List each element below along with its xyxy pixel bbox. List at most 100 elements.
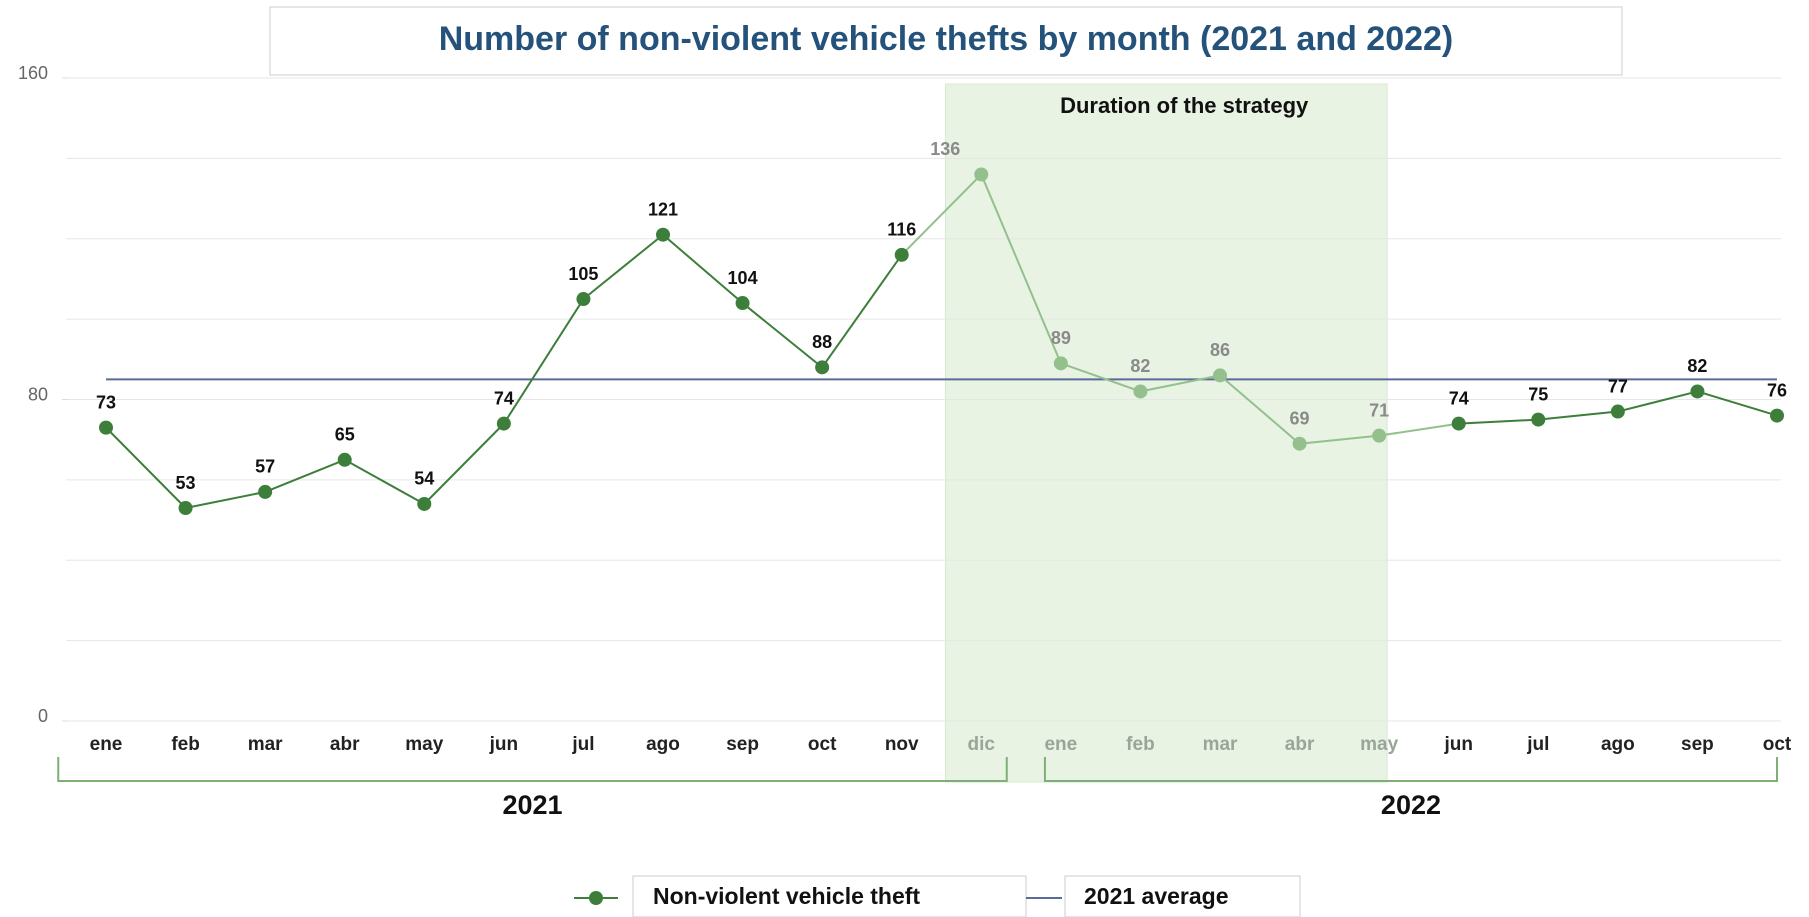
data-label: 73 (96, 392, 116, 412)
data-label: 105 (568, 264, 598, 284)
series-segment (1458, 418, 1539, 425)
data-label: 53 (176, 473, 196, 493)
year-label: 2021 (502, 790, 562, 820)
x-tick-label: feb (171, 734, 200, 755)
series-segment (1617, 390, 1698, 413)
data-point (894, 247, 909, 262)
x-tick-label: jul (571, 734, 594, 755)
y-tick-label: 160 (18, 63, 48, 83)
data-point (735, 296, 750, 311)
data-label: 104 (728, 268, 758, 288)
data-point (656, 227, 670, 242)
data-label: 82 (1130, 356, 1150, 376)
series-segment (1140, 374, 1221, 393)
data-label: 136 (930, 139, 960, 159)
data-label: 88 (812, 332, 832, 352)
series-segment (105, 426, 187, 509)
data-label: 54 (414, 469, 434, 489)
legend-box (632, 875, 1027, 917)
title-box (269, 6, 1623, 76)
data-point (1531, 412, 1546, 427)
x-tick-label: ago (646, 734, 680, 755)
x-tick-label: sep (726, 734, 759, 755)
data-point (1610, 404, 1625, 419)
data-point (417, 496, 432, 511)
x-tick-label: abr (330, 734, 360, 755)
x-tick-label: ene (1044, 734, 1077, 755)
series-segment (1378, 422, 1459, 437)
series-segment (1060, 362, 1141, 393)
x-tick-label: may (1360, 734, 1398, 755)
data-point (1292, 436, 1307, 451)
data-point (1451, 416, 1466, 431)
series-segment (344, 458, 425, 505)
series-segment (1697, 390, 1778, 417)
series-segment (582, 233, 664, 300)
legend-label: 2021 average (1084, 883, 1229, 909)
data-label: 82 (1687, 356, 1707, 376)
series-segment (503, 298, 585, 425)
data-point (1053, 356, 1068, 371)
data-label: 121 (648, 199, 678, 219)
data-label: 76 (1767, 380, 1787, 400)
data-label: 65 (335, 425, 355, 445)
series-segment (741, 302, 823, 369)
series-segment (901, 173, 982, 256)
data-point (337, 452, 352, 467)
data-point (178, 501, 193, 516)
series-segment (1219, 374, 1301, 445)
y-tick-label: 80 (28, 384, 48, 404)
x-tick-label: mar (248, 734, 283, 755)
data-label: 57 (255, 457, 275, 477)
data-label: 74 (1449, 388, 1469, 408)
data-label: 77 (1608, 376, 1628, 396)
data-label: 116 (887, 220, 916, 240)
data-point (1690, 384, 1705, 399)
chart-title: Number of non-violent vehicle thefts by … (439, 20, 1454, 58)
strategy-label: Duration of the strategy (1060, 93, 1309, 118)
x-tick-label: abr (1285, 734, 1315, 755)
data-label: 69 (1290, 408, 1310, 428)
series-segment (1538, 410, 1618, 421)
data-point (576, 292, 591, 307)
legend-box (1064, 875, 1301, 917)
data-point (496, 416, 511, 431)
strategy-band (944, 83, 1388, 783)
data-label: 86 (1210, 340, 1230, 360)
x-tick-label: mar (1203, 734, 1238, 755)
year-bracket (57, 757, 1008, 782)
year-bracket (1043, 757, 1778, 782)
x-tick-label: oct (1763, 734, 1792, 755)
data-point (258, 484, 273, 499)
series-segment (662, 233, 744, 304)
x-tick-label: ene (90, 734, 123, 755)
data-point (99, 420, 113, 435)
series-segment (980, 174, 1062, 364)
data-label: 75 (1528, 384, 1548, 404)
x-tick-label: nov (885, 734, 919, 755)
x-tick-label: feb (1126, 734, 1155, 755)
series-segment (185, 490, 266, 509)
x-tick-label: may (405, 734, 443, 755)
series-segment (1299, 434, 1380, 445)
series-segment (821, 254, 903, 368)
series-segment (423, 422, 505, 505)
x-tick-label: dic (968, 734, 996, 755)
data-point (1213, 368, 1227, 383)
data-point (1372, 428, 1387, 443)
data-point (815, 360, 830, 375)
year-label: 2022 (1381, 790, 1441, 820)
x-tick-label: jun (1443, 734, 1473, 755)
x-tick-label: ago (1601, 734, 1635, 755)
data-point (1770, 408, 1784, 423)
x-tick-label: jul (1526, 734, 1549, 755)
series-segment (264, 458, 346, 493)
x-tick-label: oct (808, 734, 837, 755)
data-point (1133, 384, 1148, 399)
x-tick-label: jun (489, 734, 519, 755)
data-point (974, 167, 989, 182)
data-label: 71 (1369, 400, 1389, 420)
x-tick-label: sep (1681, 734, 1714, 755)
data-label: 74 (494, 388, 514, 408)
